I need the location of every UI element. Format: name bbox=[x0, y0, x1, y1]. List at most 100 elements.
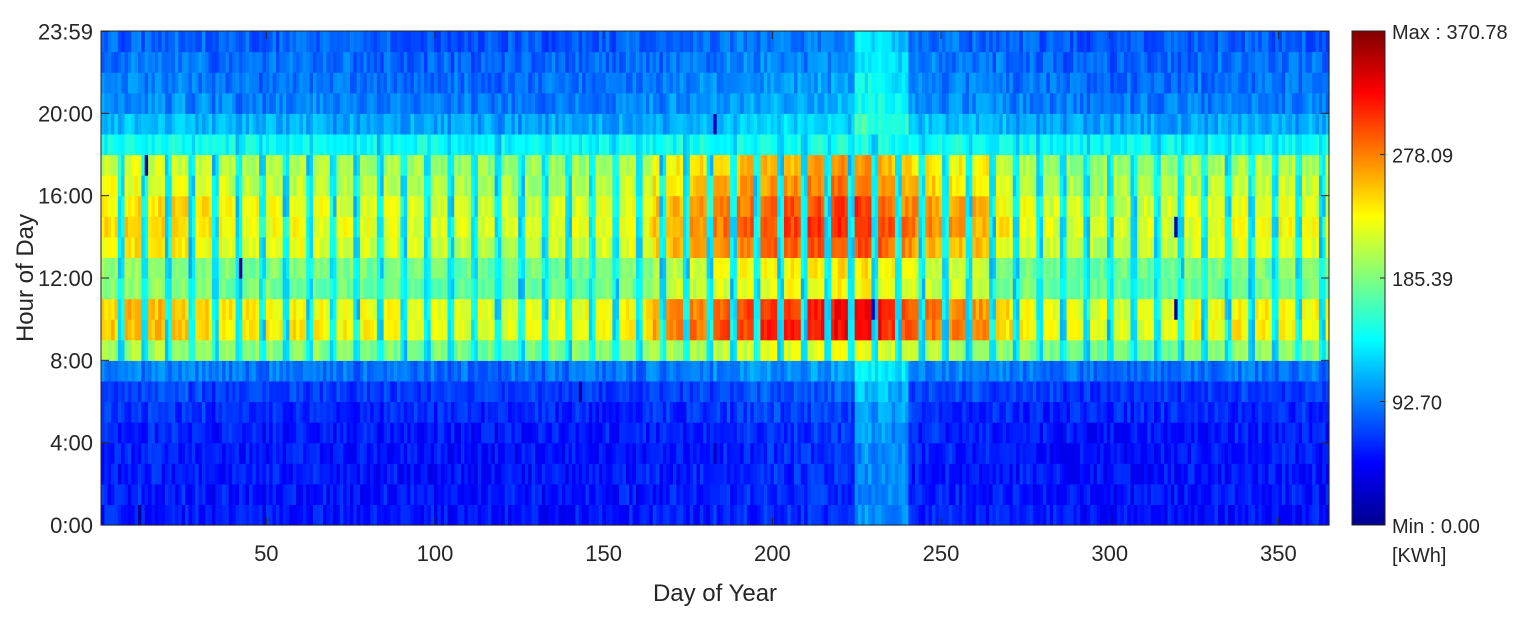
heatmap-cell bbox=[191, 72, 196, 94]
heatmap-cell bbox=[780, 401, 785, 423]
heatmap-cell bbox=[703, 360, 708, 382]
heatmap-cell bbox=[259, 31, 264, 53]
heatmap-cell bbox=[235, 236, 240, 259]
heatmap-cell bbox=[780, 319, 785, 341]
heatmap-cell bbox=[434, 236, 439, 259]
heatmap-cell bbox=[198, 51, 203, 73]
heatmap-cell bbox=[541, 257, 546, 279]
heatmap-cell bbox=[141, 339, 146, 361]
heatmap-cell bbox=[720, 401, 725, 423]
heatmap-cell bbox=[753, 51, 758, 73]
heatmap-cell bbox=[454, 133, 459, 156]
heatmap-cell bbox=[460, 236, 465, 259]
heatmap-cell bbox=[736, 463, 741, 485]
heatmap-cell bbox=[168, 278, 173, 300]
heatmap-cell bbox=[245, 236, 250, 259]
heatmap-cell bbox=[494, 113, 499, 135]
heatmap-cell bbox=[134, 72, 139, 94]
heatmap-cell bbox=[683, 51, 687, 73]
heatmap-cell bbox=[730, 133, 735, 156]
heatmap-cell bbox=[427, 319, 432, 341]
heatmap-cell bbox=[255, 401, 260, 423]
heatmap-cell bbox=[696, 463, 701, 485]
heatmap-cell bbox=[551, 154, 556, 176]
heatmap-cell bbox=[107, 278, 112, 300]
heatmap-cell bbox=[531, 401, 536, 423]
heatmap-cell bbox=[790, 298, 795, 320]
heatmap-cell bbox=[440, 483, 445, 506]
heatmap-cell bbox=[144, 92, 149, 114]
heatmap-cell bbox=[138, 257, 142, 279]
heatmap-cell bbox=[514, 483, 519, 506]
heatmap-cell bbox=[225, 298, 230, 320]
heatmap-cell bbox=[740, 401, 745, 423]
heatmap-cell bbox=[390, 422, 395, 444]
heatmap-cell bbox=[333, 154, 338, 176]
heatmap-cell bbox=[662, 154, 667, 176]
heatmap-cell bbox=[555, 483, 560, 506]
heatmap-cell bbox=[447, 339, 452, 361]
heatmap-cell bbox=[656, 154, 661, 176]
heatmap-cell bbox=[259, 298, 264, 320]
heatmap-cell bbox=[689, 175, 694, 197]
heatmap-cell bbox=[164, 72, 169, 94]
heatmap-cell bbox=[518, 72, 523, 94]
heatmap-cell bbox=[555, 401, 560, 423]
heatmap-cell bbox=[275, 504, 280, 526]
heatmap-cell bbox=[333, 236, 338, 259]
heatmap-cell bbox=[232, 133, 237, 156]
heatmap-cell bbox=[141, 504, 146, 526]
heatmap-cell bbox=[474, 442, 479, 464]
heatmap-cell bbox=[555, 51, 560, 73]
heatmap-cell bbox=[794, 236, 799, 259]
heatmap-cell bbox=[316, 92, 321, 114]
heatmap-cell bbox=[770, 504, 775, 526]
heatmap-cell bbox=[437, 72, 442, 94]
heatmap-cell bbox=[777, 92, 782, 114]
heatmap-cell bbox=[484, 175, 489, 197]
heatmap-cell bbox=[427, 31, 432, 53]
heatmap-cell bbox=[386, 442, 391, 464]
heatmap-cell bbox=[760, 319, 765, 341]
heatmap-cell bbox=[326, 360, 331, 382]
heatmap-cell bbox=[269, 51, 274, 73]
heatmap-cell bbox=[545, 422, 550, 444]
heatmap-cell bbox=[363, 380, 368, 403]
heatmap-cell bbox=[598, 401, 603, 423]
heatmap-cell bbox=[699, 31, 704, 53]
heatmap-cell bbox=[548, 257, 553, 279]
heatmap-cell bbox=[535, 442, 539, 464]
heatmap-cell bbox=[175, 401, 179, 423]
heatmap-cell bbox=[605, 504, 610, 526]
heatmap-cell bbox=[706, 278, 711, 300]
heatmap-cell bbox=[773, 442, 778, 464]
heatmap-cell bbox=[232, 442, 237, 464]
heatmap-cell bbox=[676, 298, 681, 320]
heatmap-cell bbox=[198, 31, 203, 53]
heatmap-cell bbox=[289, 31, 294, 53]
heatmap-cell bbox=[386, 422, 391, 444]
heatmap-cell bbox=[417, 483, 422, 506]
heatmap-cell bbox=[114, 195, 119, 217]
heatmap-cell bbox=[286, 380, 290, 403]
heatmap-cell bbox=[780, 483, 785, 506]
heatmap-cell bbox=[683, 483, 687, 506]
heatmap-cell bbox=[642, 380, 647, 403]
heatmap-cell bbox=[121, 92, 126, 114]
heatmap-cell bbox=[679, 195, 684, 217]
heatmap-cell bbox=[777, 483, 782, 506]
heatmap-cell bbox=[370, 483, 375, 506]
heatmap-cell bbox=[632, 401, 637, 423]
heatmap-cell bbox=[797, 51, 802, 73]
heatmap-cell bbox=[279, 360, 284, 382]
heatmap-cell bbox=[336, 175, 341, 197]
heatmap-cell bbox=[407, 236, 412, 259]
heatmap-cell bbox=[272, 278, 277, 300]
heatmap-cell bbox=[511, 463, 516, 485]
heatmap-cell bbox=[726, 463, 731, 485]
heatmap-cell bbox=[400, 360, 405, 382]
heatmap-cell bbox=[104, 195, 109, 217]
heatmap-cell bbox=[164, 339, 169, 361]
heatmap-cell bbox=[572, 422, 576, 444]
heatmap-cell bbox=[561, 257, 566, 279]
